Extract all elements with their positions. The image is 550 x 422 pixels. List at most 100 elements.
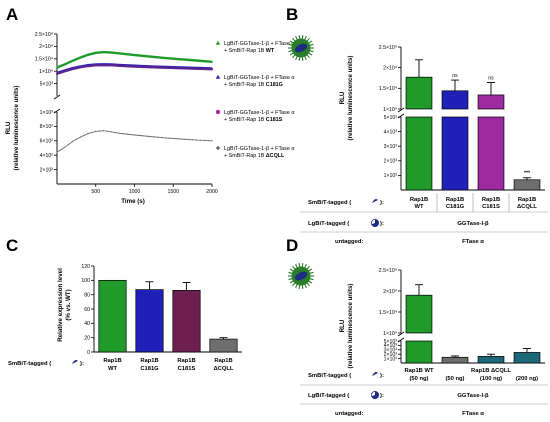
data-point xyxy=(110,51,113,54)
ecoli-pilus xyxy=(289,40,294,44)
data-point xyxy=(114,64,117,67)
data-point xyxy=(168,57,171,60)
category-amount: (50 ng) xyxy=(445,376,464,382)
significance-label: *** xyxy=(524,171,531,177)
data-point xyxy=(125,53,128,56)
smbit-tag-icon xyxy=(372,372,378,376)
series-3 xyxy=(55,63,214,75)
legend-marker xyxy=(215,40,221,45)
smbit-row-close: ): xyxy=(80,361,84,367)
data-point xyxy=(94,51,97,54)
panel-b: B RLU (relative luminescence units) 2.5×… xyxy=(286,5,548,245)
data-point xyxy=(133,134,136,136)
y-tick-label: 5×10³ xyxy=(384,339,398,345)
y-tick-label: 3×10³ xyxy=(384,348,398,354)
ecoli-pilus xyxy=(304,263,307,269)
data-point xyxy=(59,71,62,74)
bar xyxy=(513,179,541,191)
untagged-row-label: untagged: xyxy=(335,411,364,417)
data-point xyxy=(141,134,144,137)
panel-a-axes: 2.5×10⁴ 2×10⁴ 1.5×10⁴ 1×10⁴ 5×10³ 1×10³ 8×10² 6… xyxy=(35,32,218,195)
y-tick-label: 2×10⁴ xyxy=(383,65,397,71)
panel-b-ylabel: RLU xyxy=(339,91,346,104)
lgbit-row-label: LgBiT-tagged ( xyxy=(308,393,349,399)
data-point xyxy=(187,138,190,141)
ecoli-pilus xyxy=(298,263,301,268)
axis-break-mark xyxy=(53,94,61,100)
untagged-row-label: untagged: xyxy=(335,239,364,245)
category-label: Rap1B xyxy=(482,197,500,203)
axis-break-mark xyxy=(397,107,405,113)
ecoli-pilus xyxy=(298,56,301,61)
category-label: C181S xyxy=(178,366,196,372)
data-point xyxy=(118,132,120,135)
category-label: Rap1B xyxy=(103,358,121,364)
ecoli-pilus xyxy=(308,52,313,56)
data-point xyxy=(180,138,182,140)
data-point xyxy=(203,139,206,142)
ecoli-pilus xyxy=(306,265,310,270)
category-label: Rap1B xyxy=(518,197,536,203)
data-point xyxy=(83,65,86,68)
data-point xyxy=(207,60,210,63)
legend-variant: WT xyxy=(266,48,275,54)
smbit-row-label: SmBiT-tagged ( xyxy=(308,200,351,206)
bar-lower-segment xyxy=(405,116,433,191)
data-point xyxy=(156,136,159,138)
ecoli-pilus xyxy=(309,50,314,53)
significance-label: ns xyxy=(452,73,458,79)
ecoli-pilus xyxy=(288,271,293,274)
y-tick-label: 2×10³ xyxy=(384,159,398,165)
y-tick-label: 3×10³ xyxy=(384,144,398,150)
lgbit-row-close: ): xyxy=(380,221,384,227)
data-point xyxy=(79,136,82,138)
axis-break-mark xyxy=(397,331,405,337)
ecoli-pilus xyxy=(288,278,293,281)
data-point xyxy=(133,53,136,56)
panel-d-ylabel: RLU xyxy=(339,319,346,332)
data-point xyxy=(176,137,178,140)
bar-upper-segment xyxy=(405,76,433,110)
panel-d-letter: D xyxy=(286,236,298,255)
y-tick-label: 20 xyxy=(84,335,90,341)
data-point xyxy=(129,53,132,56)
ecoli-pilus xyxy=(289,280,294,284)
smbit-tag-icon xyxy=(72,360,78,364)
ecoli-pilus xyxy=(289,268,294,272)
panel-a-xlabel: Time (s) xyxy=(121,198,145,205)
data-point xyxy=(184,138,186,141)
data-point xyxy=(86,64,90,68)
legend-line2: + SmBiT-Rap 1B C181G xyxy=(224,82,283,88)
data-point xyxy=(133,65,136,68)
ecoli-pilus xyxy=(298,284,301,289)
data-point xyxy=(110,131,113,133)
data-point xyxy=(98,51,101,54)
panel-a-ylabel2: (relative luminescence units) xyxy=(13,86,20,171)
lgbit-row-value: GGTase-I-β xyxy=(457,221,489,227)
panel-b-letter: B xyxy=(286,5,298,24)
data-point xyxy=(195,139,198,141)
bar-upper-segment xyxy=(477,94,505,110)
y-tick-label: 4×10³ xyxy=(384,343,398,349)
panel-c-chart: 0 20 40 60 80 100 120 xyxy=(81,264,242,356)
data-point xyxy=(102,129,105,132)
ecoli-pilus xyxy=(292,54,296,59)
panel-d-ylabel2: (relative luminescence units) xyxy=(347,284,354,369)
panel-c-table: Rap1B WT Rap1B C181G Rap1B C181S Rap1B ΔCQLL SmB… xyxy=(8,358,234,372)
panel-b-table: Rap1BWTRap1BC181GRap1BC181SRap1BΔCQLLSmB… xyxy=(300,193,548,245)
data-point xyxy=(91,131,93,134)
ecoli-pilus xyxy=(301,284,304,289)
data-point xyxy=(94,64,97,67)
ecoli-pilus xyxy=(308,40,313,44)
category-label: C181S xyxy=(482,204,500,210)
y-tick-label: 1×10³ xyxy=(384,356,398,362)
smbit-row-close: ): xyxy=(380,373,384,379)
y-tick-label: 1×10⁴ xyxy=(383,107,397,113)
ecoli-bacterium xyxy=(294,271,308,281)
legend-line1: LgBiT-GGTase-1-β + FTase α xyxy=(224,146,294,152)
data-point xyxy=(71,59,74,62)
ecoli-pilus xyxy=(295,35,298,41)
data-point xyxy=(152,55,155,58)
y-tick-label: 80 xyxy=(84,292,90,298)
